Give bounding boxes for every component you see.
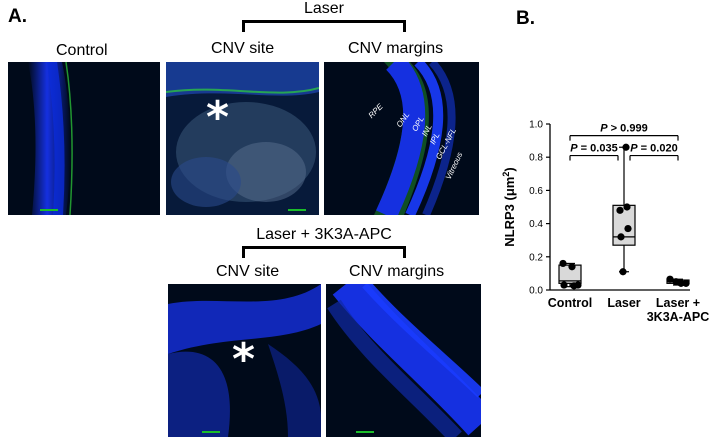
- y-tick-label: 0.4: [529, 219, 543, 230]
- data-point: [616, 206, 624, 214]
- x-tick-label: Laser: [607, 296, 640, 310]
- laser-group-bracket-left: [242, 20, 245, 32]
- data-point: [559, 259, 567, 268]
- significance-label: P > 0.999: [600, 123, 647, 135]
- apc-cnv-site-micrograph: [168, 284, 321, 437]
- apc-cnv-lesion-marker: *: [232, 334, 256, 385]
- control-micrograph: [8, 62, 160, 215]
- apc-cnv-margins-label: CNV margins: [349, 263, 445, 280]
- y-tick-label: 0.8: [529, 153, 543, 164]
- apc-group-bracket: [242, 246, 406, 249]
- laser-group-bracket: [242, 20, 406, 23]
- laser-cnv-margins-label: CNV margins: [348, 40, 444, 57]
- laser-cnv-lesion-marker: *: [206, 92, 230, 143]
- data-point: [568, 263, 576, 271]
- laser-group-title: Laser: [303, 0, 345, 17]
- x-tick-label: Control: [548, 296, 592, 310]
- panel-a-letter: A.: [8, 6, 27, 27]
- y-axis-label: NLRP3 (μm2): [501, 167, 517, 246]
- laser-cnv-site-label: CNV site: [211, 40, 275, 57]
- chart-canvas: 0.0 0.2 0.4 0.6 0.8 1.0 NLRP3 (μm2) Control Lase…: [501, 120, 710, 325]
- data-point: [617, 233, 625, 241]
- significance-label: P = 0.035: [570, 143, 617, 155]
- data-point: [619, 268, 627, 276]
- y-tick-label: 0.6: [529, 186, 543, 197]
- data-point: [624, 224, 632, 233]
- significance-label: P = 0.020: [630, 143, 677, 155]
- x-tick-label: 3K3A-APC: [647, 310, 710, 324]
- laser-cnv-site-micrograph: [166, 62, 319, 215]
- box-iqr: [612, 204, 636, 246]
- apc-group-title: Laser + 3K3A-APC: [256, 226, 392, 243]
- panel-b-letter: B.: [516, 8, 535, 29]
- x-tick-label: Laser +: [656, 296, 700, 310]
- apc-group-bracket-right: [403, 246, 406, 258]
- apc-group-bracket-left: [242, 246, 245, 258]
- data-point: [560, 281, 568, 289]
- nlrp3-box-chart: 0.0 0.2 0.4 0.6 0.8 1.0 NLRP3 (μm2) Control Lase…: [490, 60, 726, 360]
- y-tick-label: 0.2: [529, 252, 543, 263]
- laser-group-bracket-right: [403, 20, 406, 32]
- data-point: [677, 279, 685, 287]
- apc-cnv-site-label: CNV site: [216, 263, 280, 280]
- data-point: [622, 143, 630, 151]
- data-point: [666, 275, 674, 283]
- control-label: Control: [56, 42, 108, 59]
- y-tick-label: 1.0: [529, 120, 543, 131]
- data-point: [623, 203, 631, 211]
- y-tick-label: 0.0: [529, 286, 543, 297]
- data-point: [682, 279, 690, 287]
- data-point: [574, 281, 582, 289]
- laser-cnv-margins-micrograph: [324, 62, 479, 215]
- apc-cnv-margins-micrograph: [326, 284, 481, 437]
